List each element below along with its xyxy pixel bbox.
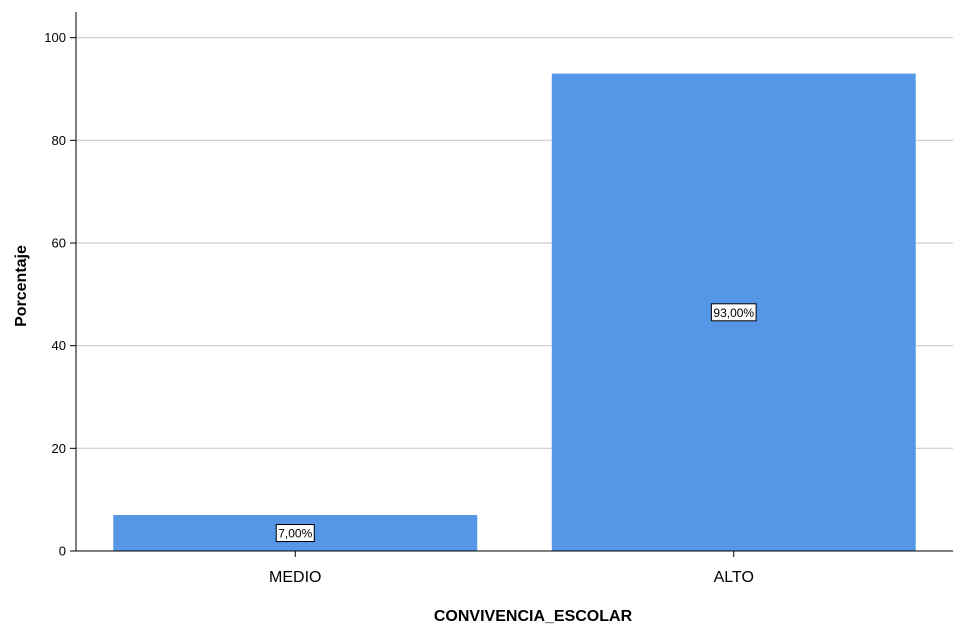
data-label-box — [275, 524, 315, 543]
data-label: 93,00% — [710, 303, 757, 322]
x-tick-label: ALTO — [714, 569, 754, 586]
data-label-text: 93,00% — [713, 306, 754, 320]
y-tick-label: 0 — [59, 544, 66, 559]
x-tick-labels: MEDIO ALTO — [269, 569, 754, 586]
bars — [113, 73, 916, 551]
data-label-box — [710, 303, 757, 322]
y-tick-label: 100 — [44, 30, 66, 45]
data-label: 7,00% — [275, 524, 315, 543]
data-label-text: 7,00% — [278, 527, 312, 541]
axes — [70, 12, 953, 557]
y-tick-label: 80 — [52, 133, 66, 148]
y-tick-label: 60 — [52, 236, 66, 251]
y-tick-label: 40 — [52, 338, 66, 353]
y-tick-labels: 0 20 40 60 80 100 — [44, 30, 66, 558]
y-axis-title: Porcentaje — [13, 245, 30, 327]
y-tick-label: 20 — [52, 441, 66, 456]
x-axis-title: CONVIVENCIA_ESCOLAR — [434, 608, 633, 625]
data-labels: 7,00% 93,00% — [275, 303, 757, 543]
x-tick-label: MEDIO — [269, 569, 321, 586]
